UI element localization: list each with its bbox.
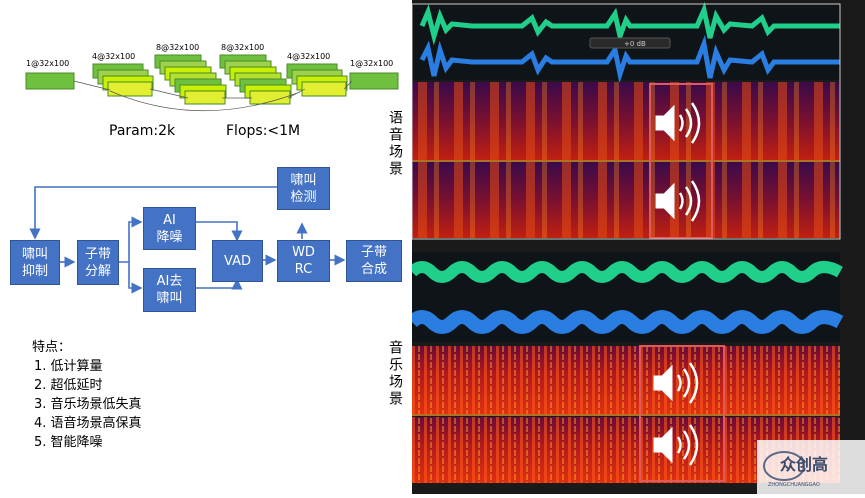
features-title: 特点：: [32, 340, 72, 355]
block-howl-detect: 啸叫 检测: [277, 167, 330, 210]
block-vad: VAD: [212, 240, 263, 282]
layer-stack-8-encoder: [154, 54, 227, 105]
feature-item: 2. 超低延时: [34, 378, 103, 393]
block-subband-decompose: 子带 分解: [77, 240, 119, 285]
speaker-icon: [653, 424, 699, 466]
audio-editor-panel: +0 dB: [407, 0, 865, 494]
layer-stack-4-decoder: [286, 63, 348, 97]
speech-highlight-box: [649, 83, 713, 239]
feature-item: 1. 低计算量: [34, 359, 103, 374]
feature-item: 4. 语音场景高保真: [34, 416, 142, 431]
watermark-brand: 众创高: [780, 455, 828, 474]
layer-label-1: 1@32x100: [26, 59, 70, 68]
param-count: Param:2k: [109, 123, 176, 139]
layer-label-5: 4@32x100: [287, 52, 331, 61]
music-highlight-box: [639, 345, 725, 482]
layer-stack-8-decoder: [219, 54, 292, 105]
watermark-logo: [757, 440, 865, 494]
block-subband-synth: 子带 合成: [346, 240, 402, 282]
audio-visualization: +0 dB: [407, 1, 865, 494]
block-howl-suppress: 啸叫 抑制: [10, 240, 60, 285]
diagram-panel: 1@32x100 4@32x100 8@32x100 8@32x100 4@32…: [0, 0, 412, 494]
layer-stack-4-encoder: [92, 63, 154, 97]
music-scene-label: 音乐场景: [387, 340, 403, 408]
speech-spectrograms: [411, 3, 841, 240]
block-ai-dehowl: AI去 啸叫: [143, 268, 196, 312]
speaker-icon: [653, 362, 699, 404]
layer-input: [25, 72, 75, 90]
watermark-sub: ZHONGCHUANGGAO: [768, 482, 820, 488]
layer-label-3: 8@32x100: [156, 43, 200, 52]
level-readout: +0 dB: [624, 40, 646, 48]
block-wdrc: WD RC: [277, 240, 330, 282]
speaker-icon: [655, 102, 701, 144]
music-spectrograms: [412, 345, 840, 483]
feature-item: 3. 音乐场景低失真: [34, 397, 142, 412]
block-ai-denoise: AI 降噪: [143, 207, 196, 250]
flops-count: Flops:<1M: [226, 123, 301, 139]
speech-waveforms: [412, 1, 840, 84]
layer-label-6: 1@32x100: [350, 59, 394, 68]
music-waveforms: [407, 252, 844, 342]
pipeline-arrows: [29, 186, 346, 294]
network-architecture: [25, 54, 399, 112]
speaker-icon: [655, 180, 701, 222]
layer-label-2: 4@32x100: [92, 52, 136, 61]
layer-label-4: 8@32x100: [221, 43, 265, 52]
layer-connections: [73, 80, 353, 112]
feature-item: 5. 智能降噪: [34, 435, 103, 450]
speech-scene-label: 语音场景: [387, 110, 403, 178]
layer-output: [349, 72, 399, 90]
